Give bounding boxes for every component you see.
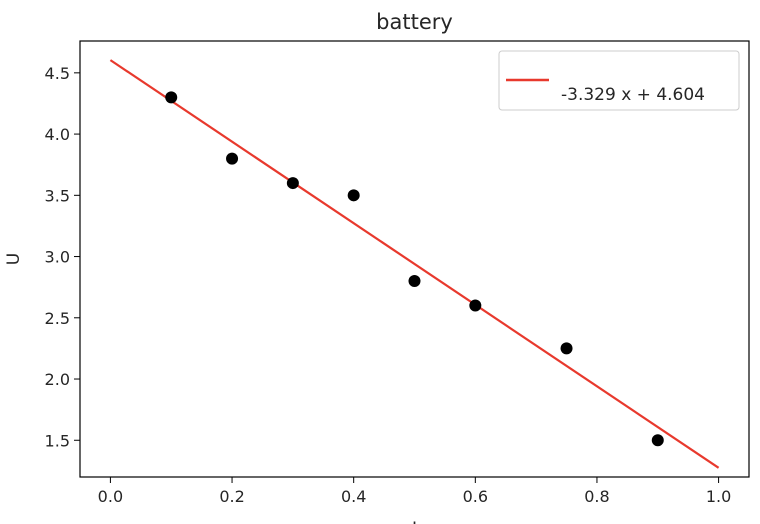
x-axis: 0.0 0.2 0.4 0.6 0.8 1.0 [98, 477, 731, 506]
y-tick-label: 4.0 [45, 125, 70, 144]
y-tick-label: 3.0 [45, 248, 70, 267]
scatter-points [165, 91, 664, 447]
data-point [347, 189, 360, 202]
legend-label: -3.329 x + 4.604 [561, 85, 705, 105]
data-point [469, 299, 482, 312]
fit-line-layer [109, 59, 720, 469]
y-tick-label: 4.5 [45, 64, 70, 83]
data-point [408, 275, 421, 288]
x-tick-label: 1.0 [706, 487, 731, 506]
x-tick-label: 0.8 [584, 487, 609, 506]
x-tick-label: 0.6 [463, 487, 488, 506]
x-tick-label: 0.2 [219, 487, 244, 506]
x-tick-label: 0.0 [98, 487, 123, 506]
data-point [286, 177, 299, 190]
y-axis: 1.5 2.0 2.5 3.0 3.5 4.0 4.5 [45, 64, 80, 450]
x-axis-title: I [412, 519, 417, 524]
data-point [651, 434, 664, 447]
y-tick-label: 3.5 [45, 186, 70, 205]
fit-line [109, 59, 720, 469]
legend-box [498, 50, 740, 111]
data-point [226, 152, 239, 165]
y-tick-label: 1.5 [45, 431, 70, 450]
chart-title: battery [376, 10, 453, 34]
legend: -3.329 x + 4.604 [498, 50, 740, 111]
y-tick-label: 2.5 [45, 309, 70, 328]
y-tick-label: 2.0 [45, 370, 70, 389]
x-tick-label: 0.4 [341, 487, 366, 506]
data-point [165, 91, 178, 104]
y-axis-title: U [4, 253, 24, 265]
data-point [560, 342, 573, 355]
